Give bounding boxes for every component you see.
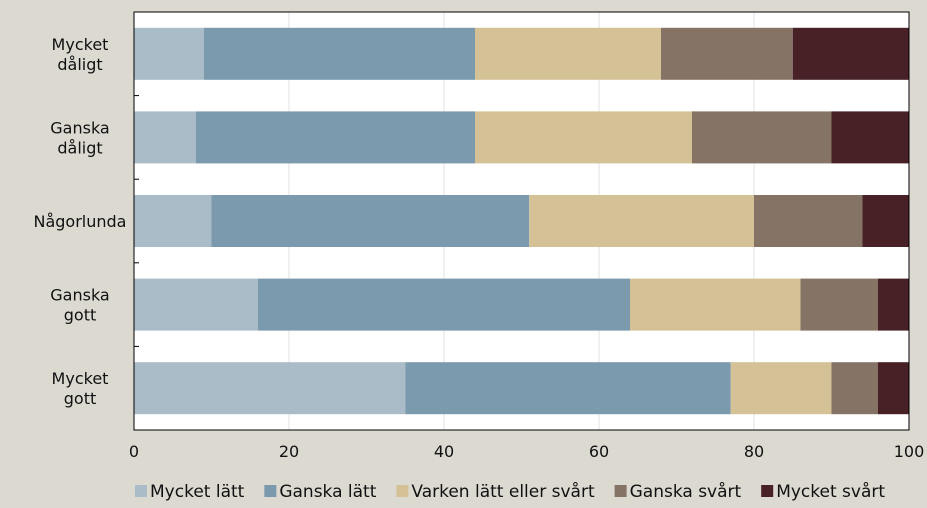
category-label: Någorlunda (34, 212, 127, 231)
x-tick-labels: 0 20 40 60 80 100 (129, 442, 924, 461)
bar-segment (878, 362, 909, 415)
bar-segment (878, 278, 909, 331)
x-tick-label: 80 (744, 442, 764, 461)
category-labels: Mycket dåligt Ganska dåligt Någorlunda Ganska… (34, 35, 127, 408)
legend-label: Mycket svårt (776, 481, 885, 502)
bar-segment (831, 111, 909, 164)
bar-segment (831, 362, 878, 415)
bar-segment (529, 195, 754, 247)
bar-segment (258, 278, 630, 331)
x-tick-label: 100 (894, 442, 925, 461)
bar-segment (134, 278, 258, 331)
bar-segment (862, 195, 909, 247)
bar-segment (475, 111, 692, 164)
legend-swatch (614, 485, 627, 497)
bar-segment (730, 362, 832, 415)
bar-segment (196, 111, 475, 164)
bar-segment (754, 195, 863, 247)
bar-segment (203, 27, 475, 80)
bar-segment (475, 27, 661, 80)
legend-label: Ganska lätt (279, 482, 376, 502)
bar-segment (692, 111, 832, 164)
x-tick-label: 40 (434, 442, 454, 461)
x-tick-label: 20 (279, 442, 299, 461)
bar-segment (405, 362, 731, 415)
legend-swatch (135, 485, 147, 497)
bar-segment (661, 27, 793, 80)
bar-segment (630, 278, 801, 331)
bar-segment (792, 27, 909, 80)
legend-swatch (264, 485, 277, 497)
category-label: Mycket dåligt (52, 35, 109, 74)
legend-label: Ganska svårt (630, 481, 742, 502)
bars (134, 27, 909, 415)
legend-swatch (761, 485, 774, 497)
legend-label: Varken lätt eller svårt (411, 481, 595, 502)
legend-swatch (396, 485, 409, 497)
bar-segment (134, 111, 196, 164)
bar-segment (134, 195, 212, 247)
bar-segment (800, 278, 878, 331)
x-tick-label: 60 (589, 442, 609, 461)
bar-segment (134, 27, 204, 80)
x-tick-label: 0 (129, 442, 139, 461)
category-label: Mycket gott (52, 369, 109, 408)
plot-frame (133, 11, 910, 431)
bar-segment (134, 362, 406, 415)
axes (133, 11, 910, 431)
legend-label: Mycket lätt (150, 482, 245, 502)
category-label: Ganska gott (50, 286, 109, 325)
legend: Mycket lätt Ganska lätt Varken lätt eller … (135, 481, 885, 502)
category-label: Ganska dåligt (50, 118, 109, 157)
bar-segment (211, 195, 530, 247)
